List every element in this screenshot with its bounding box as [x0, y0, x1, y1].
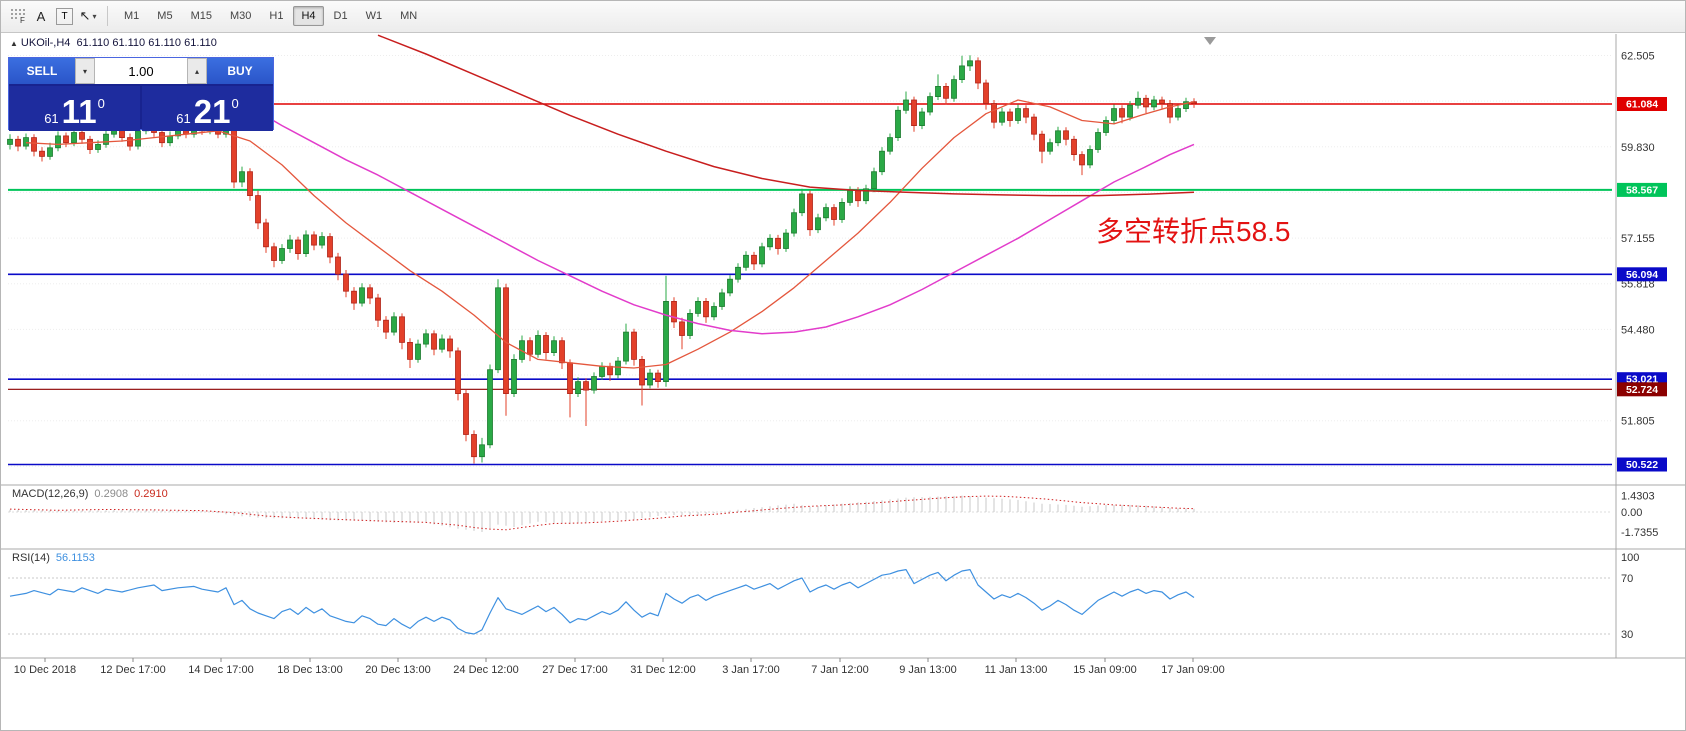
price-axis[interactable]: 62.505 59.830 57.155 55.818 54.480 51.805 1.43…: [1621, 51, 1658, 642]
price-grid: [8, 55, 1612, 467]
ma-slow: [377, 34, 1195, 197]
timeframe-button-m1[interactable]: M1: [124, 10, 140, 22]
sell-price-prefix: 61: [44, 110, 59, 126]
time-axis[interactable]: 10 Dec 2018 12 Dec 17:00 14 Dec 17:00 18 De…: [14, 658, 1225, 676]
chart-shift-marker[interactable]: [1204, 37, 1216, 45]
svg-text:15 Jan 09:00: 15 Jan 09:00: [1073, 664, 1137, 676]
one-click-trading-panel: SELL ▾ ▴ BUY 61 11 0 61 21 0: [8, 57, 274, 131]
svg-text:62.505: 62.505: [1621, 51, 1655, 63]
chevron-down-icon: ▾: [92, 11, 97, 21]
timeframe-button-m15[interactable]: M15: [190, 10, 212, 22]
timeframe-button-w1[interactable]: W1: [365, 10, 383, 22]
drawing-tools-icon[interactable]: ↖ ▾: [77, 5, 99, 27]
buy-price-prefix: 61: [176, 110, 191, 126]
svg-text:F: F: [20, 16, 25, 24]
symbol-title: UKOil-,H4: [20, 37, 71, 49]
rsi-line: [9, 568, 1195, 635]
buy-price-big-digits: 21: [193, 92, 231, 130]
buy-price-display[interactable]: 61 21 0: [142, 86, 273, 131]
svg-text:54.480: 54.480: [1621, 324, 1655, 336]
rsi-panel-label: RSI(14) 56.1153: [12, 552, 95, 564]
svg-text:10 Dec 2018: 10 Dec 2018: [14, 664, 76, 676]
macd-panel: [8, 495, 1612, 532]
svg-text:1.4303: 1.4303: [1621, 491, 1655, 503]
chart-annotation-text: 多空转折点58.5: [1096, 216, 1291, 247]
rsi-indicator-name: RSI(14): [12, 552, 50, 564]
svg-text:70: 70: [1621, 573, 1633, 585]
buy-price-sup-digit: 0: [231, 96, 239, 111]
ma-mid: [217, 85, 1195, 335]
buy-button[interactable]: BUY: [207, 58, 273, 84]
sell-price-display[interactable]: 61 11 0: [9, 86, 140, 131]
macd-indicator-name: MACD(12,26,9): [12, 488, 89, 500]
text-label-icon[interactable]: T: [56, 7, 73, 25]
svg-text:27 Dec 17:00: 27 Dec 17:00: [542, 664, 607, 676]
svg-text:9 Jan 13:00: 9 Jan 13:00: [899, 664, 957, 676]
ohlc-quotes: 61.110 61.110 61.110 61.110: [76, 37, 217, 49]
svg-text:20 Dec 13:00: 20 Dec 13:00: [365, 664, 430, 676]
sell-price-sup-digit: 0: [97, 96, 105, 111]
timeframe-button-d1[interactable]: D1: [333, 10, 348, 22]
svg-text:0.00: 0.00: [1621, 507, 1642, 519]
svg-text:3 Jan 17:00: 3 Jan 17:00: [722, 664, 780, 676]
svg-text:11 Jan 13:00: 11 Jan 13:00: [985, 664, 1048, 676]
level-lines[interactable]: [8, 103, 1612, 466]
timeframe-group: M1 M5 M15 M30 H1 H4 D1 W1 MN: [116, 6, 425, 26]
svg-text:58.567: 58.567: [1626, 184, 1658, 196]
timeframe-button-h1[interactable]: H1: [269, 10, 284, 22]
volume-field-wrap: [95, 58, 187, 84]
volume-input[interactable]: [95, 58, 187, 84]
svg-text:17 Jan 09:00: 17 Jan 09:00: [1161, 664, 1225, 676]
trade-panel-row2: 61 11 0 61 21 0: [9, 86, 273, 131]
timeframe-button-m5[interactable]: M5: [157, 10, 173, 22]
svg-text:61.084: 61.084: [1626, 99, 1658, 111]
svg-text:51.805: 51.805: [1621, 416, 1655, 428]
toolbar-separator: [107, 6, 108, 26]
svg-text:14 Dec 17:00: 14 Dec 17:00: [188, 664, 253, 676]
text-annotation-icon[interactable]: A: [36, 8, 46, 24]
volume-increase-button[interactable]: ▴: [187, 58, 207, 84]
svg-text:30: 30: [1621, 629, 1633, 641]
sell-price-big-digits: 11: [61, 92, 97, 130]
pattern-grid-icon-image: F: [11, 9, 25, 24]
chart-header: ▲ UKOil-,H4 61.110 61.110 61.110 61.110: [10, 37, 217, 49]
toolbar: F A T ↖ ▾ M1 M5 M15 M30 H1 H4 D1 W1 MN: [0, 0, 1686, 33]
rsi-panel: [8, 568, 1612, 635]
pattern-grid-icon[interactable]: F: [8, 5, 30, 27]
svg-text:52.724: 52.724: [1626, 384, 1658, 396]
macd-signal-line: [9, 495, 1195, 531]
svg-text:100: 100: [1621, 552, 1639, 564]
svg-text:57.155: 57.155: [1621, 233, 1655, 245]
svg-text:56.094: 56.094: [1626, 269, 1658, 281]
svg-text:12 Dec 17:00: 12 Dec 17:00: [100, 664, 165, 676]
macd-panel-label: MACD(12,26,9) 0.2908 0.2910: [12, 488, 168, 500]
panel-separators[interactable]: [0, 34, 1686, 659]
svg-text:59.830: 59.830: [1621, 142, 1655, 154]
svg-text:31 Dec 12:00: 31 Dec 12:00: [630, 664, 695, 676]
svg-text:7 Jan 12:00: 7 Jan 12:00: [811, 664, 869, 676]
svg-text:-1.7355: -1.7355: [1621, 527, 1658, 539]
timeframe-button-m30[interactable]: M30: [229, 10, 252, 22]
ma-fast: [25, 99, 1195, 369]
timeframe-button-h4[interactable]: H4: [293, 6, 324, 26]
timeframe-button-mn[interactable]: MN: [400, 10, 418, 22]
macd-main-value: 0.2908: [94, 488, 129, 500]
rsi-value: 56.1153: [55, 552, 95, 564]
svg-text:18 Dec 13:00: 18 Dec 13:00: [277, 664, 342, 676]
svg-text:24 Dec 12:00: 24 Dec 12:00: [453, 664, 518, 676]
svg-text:55.818: 55.818: [1621, 279, 1655, 291]
candles: [7, 55, 1197, 464]
arrow-icon: ↖: [79, 8, 91, 23]
trade-panel-row1: SELL ▾ ▴ BUY: [9, 58, 273, 84]
macd-signal-value: 0.2910: [134, 488, 168, 500]
sell-button[interactable]: SELL: [9, 58, 75, 84]
volume-decrease-button[interactable]: ▾: [75, 58, 95, 84]
svg-text:50.522: 50.522: [1626, 459, 1658, 471]
triangle-icon: ▲: [10, 39, 18, 48]
